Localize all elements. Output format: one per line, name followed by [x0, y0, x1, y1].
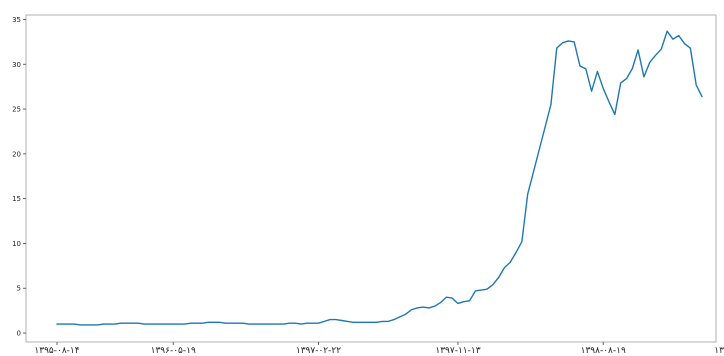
x-tick-label: ۱۳۹۷-۰۲-۲۲ — [296, 346, 341, 356]
y-tick-label: 35 — [12, 16, 21, 24]
x-tick-label: ۱۳۹۸-۰۸-۱۹ — [581, 346, 626, 356]
plot-area — [25, 14, 717, 343]
x-tick-label: ۱۳۹۵-۰۸-۱۴ — [34, 346, 79, 356]
y-axis: 0 5 10 15 20 25 30 35 — [12, 16, 26, 338]
x-tick-label: ۱۳۹۷-۱۱-۱۳ — [435, 346, 480, 356]
y-tick-label: 5 — [17, 285, 21, 293]
x-tick-label: ۱۳۹۶-۰۵-۱۹ — [151, 346, 196, 356]
y-tick-label: 20 — [12, 150, 21, 158]
y-tick-label: 0 — [17, 330, 21, 338]
x-axis: ۱۳۹۵-۰۸-۱۴ ۱۳۹۶-۰۵-۱۹ ۱۳۹۷-۰۲-۲۲ ۱۳۹۷-۱۱-۱۳… — [34, 342, 724, 356]
y-tick-label: 25 — [12, 106, 21, 114]
x-tick-label: ۱۳۹۹-۰۲-۱۹ — [714, 346, 724, 356]
y-tick-label: 15 — [12, 195, 21, 203]
series-line — [56, 30, 703, 326]
y-tick-label: 10 — [12, 240, 21, 248]
y-tick-label: 30 — [12, 61, 21, 69]
